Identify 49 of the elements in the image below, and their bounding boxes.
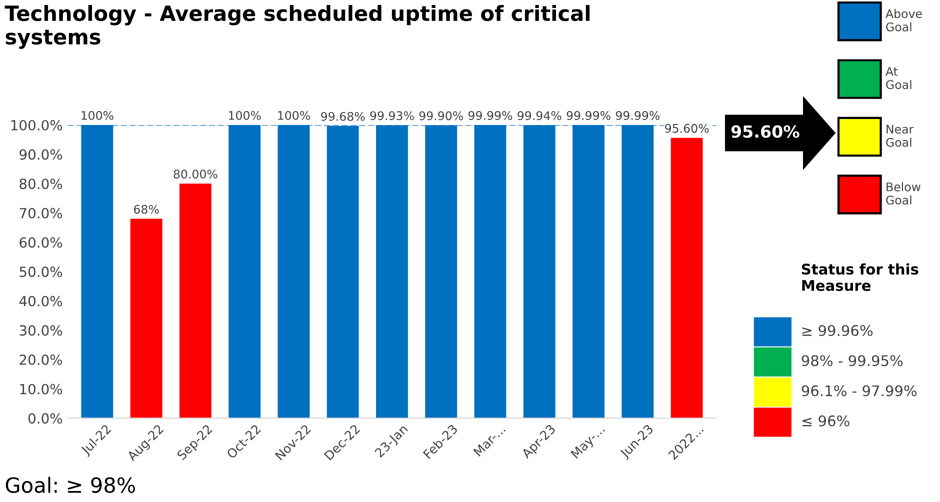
text: ≤ 96% (802, 415, 850, 426)
text: 96.1% - 97.99% (802, 385, 917, 396)
text: At Goal (886, 67, 912, 90)
data-label: 95.60% (665, 124, 709, 133)
data-label: 99.99% (616, 111, 660, 120)
y-tick-label: 90.0% (20, 149, 62, 160)
text: Status for this Measure (802, 263, 918, 292)
y-tick-label: 10.0% (20, 384, 62, 394)
y-tick-label: 0.0% (28, 413, 62, 424)
data-label: 100% (228, 111, 261, 120)
y-tick-label: 30.0% (20, 325, 62, 336)
bar (228, 125, 261, 418)
bar (81, 125, 114, 418)
bar (622, 125, 654, 418)
data-label: 68% (134, 204, 159, 214)
bar (326, 126, 359, 418)
text: Above Goal (886, 9, 922, 32)
y-tick-label: 80.0% (20, 178, 62, 190)
data-label: 99.94% (518, 111, 562, 120)
bar (670, 138, 703, 418)
data-label: 100% (82, 111, 114, 120)
data-label: 99.99% (468, 111, 512, 120)
bar (523, 125, 556, 418)
bar (376, 125, 408, 418)
text: Near Goal (886, 124, 914, 147)
bar (278, 125, 310, 418)
text: 95.60% (731, 125, 800, 138)
bar (425, 125, 458, 418)
text: Below Goal (886, 182, 921, 205)
data-label: 99.68% (321, 112, 365, 121)
text: 98% - 99.95% (802, 355, 903, 366)
text: ≥ 99.96% (802, 325, 873, 336)
data-label: 99.93% (370, 111, 414, 120)
data-label: 80.00% (174, 170, 218, 179)
y-tick-label: 40.0% (19, 296, 62, 306)
y-tick-label: 50.0% (20, 266, 62, 278)
text: Goal: ≥ 98% (6, 476, 136, 493)
y-tick-label: 100.0% (11, 120, 62, 130)
data-label: 100% (278, 111, 310, 120)
chart-title: Technology - Average scheduled uptime of critical systems (4, 5, 590, 49)
bar (130, 218, 162, 418)
bar (474, 125, 506, 418)
y-tick-label: 20.0% (20, 354, 62, 366)
y-tick-label: 60.0% (20, 237, 62, 248)
y-tick-label: 70.0% (20, 208, 62, 218)
data-label: 99.90% (419, 111, 463, 120)
data-label: 99.99% (566, 111, 610, 120)
bar (179, 184, 212, 418)
bar (572, 125, 604, 418)
